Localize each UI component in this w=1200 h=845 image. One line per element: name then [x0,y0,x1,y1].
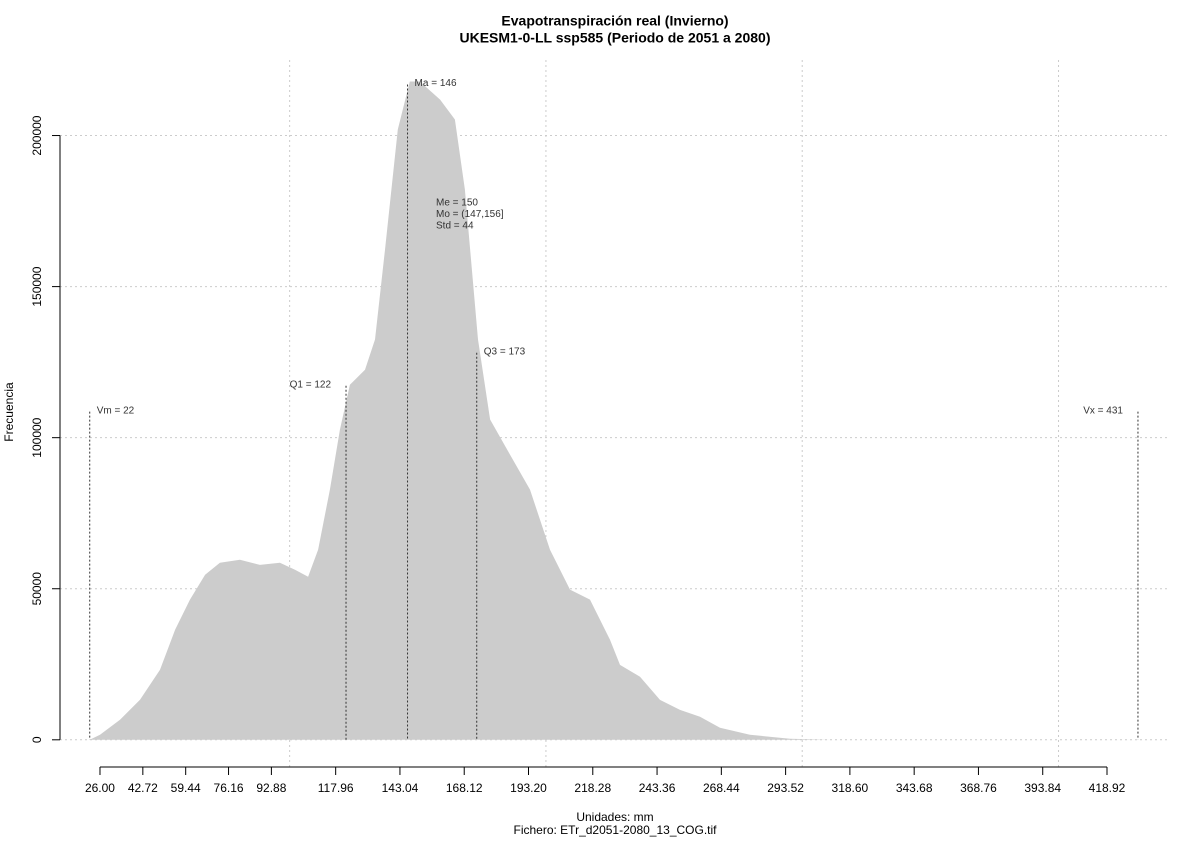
chart-title: Evapotranspiración real (Invierno) [501,13,728,29]
x-tick-label: 418.92 [1089,781,1126,795]
x-tick-label: 26.00 [85,781,115,795]
caption: Fichero: ETr_d2051-2080_13_COG.tif [514,823,718,837]
x-tick-label: 268.44 [703,781,740,795]
marker-label: Vx = 431 [1083,405,1123,416]
marker-label: Vm = 22 [97,405,135,416]
y-tick-label: 150000 [30,266,44,306]
x-tick-label: 218.28 [574,781,611,795]
y-tick-label: 100000 [30,417,44,457]
x-tick-label: 117.96 [318,781,354,795]
x-tick-label: 193.20 [510,781,547,795]
x-tick-label: 393.84 [1024,781,1061,795]
x-tick-label: 318.60 [832,781,869,795]
x-tick-label: 42.72 [128,781,158,795]
x-tick-label: 92.88 [256,781,286,795]
density-area [89,81,1131,740]
x-tick-label: 293.52 [767,781,804,795]
y-tick-label: 0 [30,736,44,743]
x-tick-label: 59.44 [171,781,201,795]
x-tick-label: 143.04 [382,781,419,795]
stat-label: Std = 44 [436,221,474,232]
x-axis-label: Unidades: mm [576,810,653,824]
y-tick-label: 200000 [30,115,44,155]
x-tick-label: 368.76 [960,781,997,795]
stat-label: Me = 150 [436,198,478,209]
chart-subtitle: UKESM1-0-LL ssp585 (Periodo de 2051 a 20… [460,30,771,46]
x-tick-label: 76.16 [214,781,244,795]
x-tick-label: 243.36 [639,781,676,795]
marker-label: Q3 = 173 [484,346,526,357]
y-axis-label: Frecuencia [2,382,16,442]
y-tick-label: 50000 [30,572,44,606]
marker-label: Q1 = 122 [290,379,332,390]
stat-label: Mo = (147,156] [436,209,504,220]
x-tick-label: 343.68 [896,781,933,795]
x-tick-label: 168.12 [446,781,483,795]
marker-label: Ma = 146 [415,78,457,89]
